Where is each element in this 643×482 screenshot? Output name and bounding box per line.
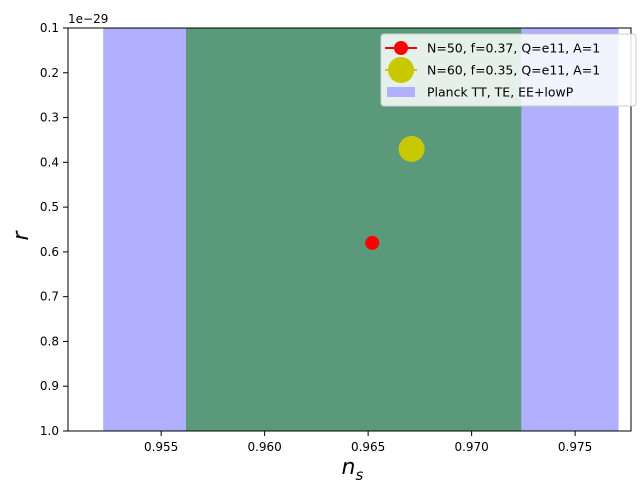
x-axis-label: ns	[342, 455, 364, 482]
y-tick-label: 0.6	[40, 245, 59, 259]
y-tick-label: 0.2	[40, 66, 59, 80]
y-axis-ticks: 0.1 0.2 0.3 0.4 0.5 0.6 0.7 0.8 0.9 1.0	[40, 21, 68, 438]
x-tick-label: 0.955	[144, 440, 178, 454]
legend-label: Planck TT, TE, EE+lowP	[427, 85, 574, 100]
x-tick-label: 0.975	[558, 440, 592, 454]
y-tick-label: 1.0	[40, 424, 59, 438]
x-axis-ticks: 0.955 0.960 0.965 0.970 0.975	[144, 431, 592, 454]
legend-label: N=50, f=0.37, Q=e11, A=1	[427, 41, 600, 56]
legend-handle-patch	[387, 87, 415, 97]
y-tick-label: 0.1	[40, 21, 59, 35]
legend-handle-marker	[394, 41, 408, 55]
x-tick-label: 0.965	[351, 440, 385, 454]
y-offset-text: 1e−29	[68, 12, 108, 26]
x-axis-label-main: n	[342, 455, 356, 480]
x-tick-label: 0.960	[247, 440, 281, 454]
y-tick-label: 0.3	[40, 111, 59, 125]
data-point-0-0	[365, 235, 380, 250]
legend-label: N=60, f=0.35, Q=e11, A=1	[427, 63, 600, 78]
legend-handle-marker	[388, 57, 414, 83]
x-axis-label-subscript: s	[355, 466, 363, 482]
legend-box	[380, 33, 637, 107]
y-tick-label: 0.9	[40, 379, 59, 393]
y-tick-label: 0.7	[40, 290, 59, 304]
legend: N=50, f=0.37, Q=e11, A=1 N=60, f=0.35, Q=…	[380, 33, 637, 107]
x-tick-label: 0.970	[454, 440, 488, 454]
y-tick-label: 0.8	[40, 334, 59, 348]
y-axis-label: r	[9, 230, 34, 241]
y-tick-label: 0.4	[40, 155, 59, 169]
y-tick-label: 0.5	[40, 200, 59, 214]
points-layer	[365, 135, 425, 250]
data-point-1-0	[398, 135, 425, 162]
plot-frame	[67, 27, 632, 432]
